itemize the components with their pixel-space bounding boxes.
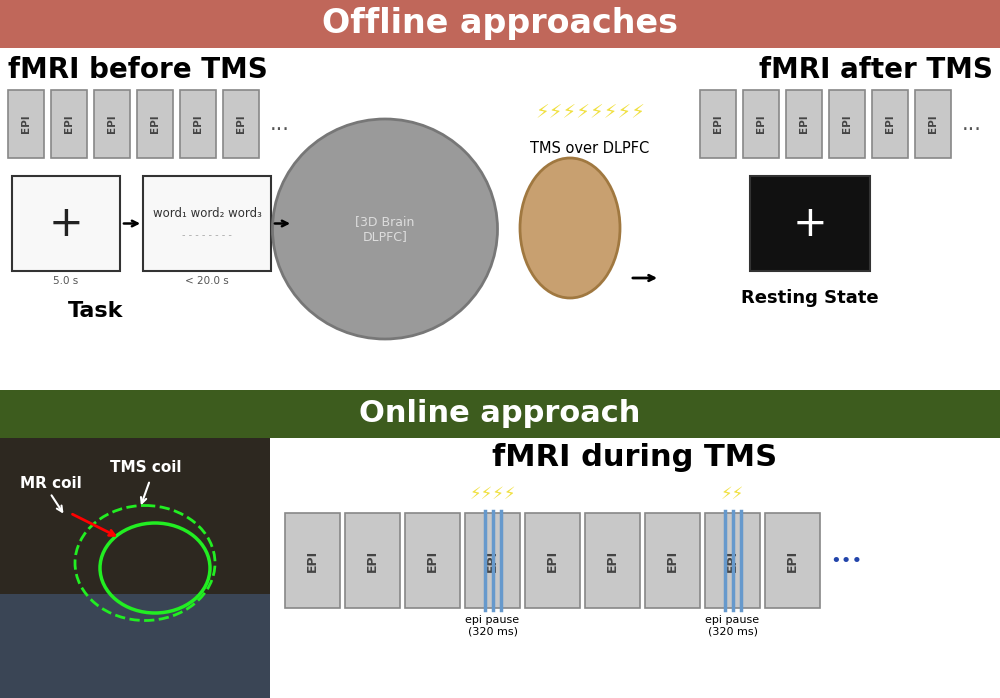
Text: EPI: EPI <box>107 114 117 133</box>
Text: EPI: EPI <box>546 549 559 572</box>
Bar <box>345 513 400 608</box>
Text: TMS coil: TMS coil <box>110 461 182 475</box>
Bar <box>180 90 216 158</box>
Text: +: + <box>49 202 83 244</box>
Text: epi pause
(320 ms): epi pause (320 ms) <box>705 615 760 637</box>
Bar <box>143 176 271 271</box>
Text: fMRI during TMS: fMRI during TMS <box>492 443 778 472</box>
Text: word₁ word₂ word₃: word₁ word₂ word₃ <box>153 207 261 220</box>
Text: EPI: EPI <box>799 114 809 133</box>
Bar <box>405 513 460 608</box>
Bar <box>8 90 44 158</box>
Text: ...: ... <box>962 114 982 134</box>
Text: ⚡⚡: ⚡⚡ <box>721 485 744 503</box>
Bar <box>750 176 870 271</box>
Bar <box>285 513 340 608</box>
Bar <box>700 90 736 158</box>
Bar <box>465 513 520 608</box>
Text: Resting State: Resting State <box>741 289 879 307</box>
Text: ⚡⚡⚡⚡⚡⚡⚡⚡: ⚡⚡⚡⚡⚡⚡⚡⚡ <box>535 103 645 122</box>
Text: epi pause
(320 ms): epi pause (320 ms) <box>465 615 520 637</box>
Text: EPI: EPI <box>885 114 895 133</box>
Text: EPI: EPI <box>606 549 619 572</box>
Text: fMRI before TMS: fMRI before TMS <box>8 56 268 84</box>
Text: EPI: EPI <box>726 549 739 572</box>
Bar <box>525 513 580 608</box>
Text: < 20.0 s: < 20.0 s <box>185 276 229 286</box>
Bar <box>0 438 270 698</box>
Ellipse shape <box>272 119 498 339</box>
Bar <box>786 90 822 158</box>
Text: Task: Task <box>68 301 124 321</box>
Bar <box>12 176 120 271</box>
Text: EPI: EPI <box>236 114 246 133</box>
Text: EPI: EPI <box>150 114 160 133</box>
Text: EPI: EPI <box>786 549 799 572</box>
Text: - - - - - - - -: - - - - - - - - <box>182 230 232 241</box>
Bar <box>645 513 700 608</box>
Bar <box>223 90 259 158</box>
Text: EPI: EPI <box>713 114 723 133</box>
Text: EPI: EPI <box>928 114 938 133</box>
Bar <box>137 90 173 158</box>
Bar <box>0 390 1000 438</box>
Text: EPI: EPI <box>666 549 679 572</box>
Text: ...: ... <box>270 114 290 134</box>
Ellipse shape <box>520 158 620 298</box>
Bar <box>0 438 270 594</box>
Bar <box>0 594 270 698</box>
Text: EPI: EPI <box>756 114 766 133</box>
Text: 5.0 s: 5.0 s <box>53 276 79 286</box>
Text: •••: ••• <box>830 551 862 570</box>
Text: EPI: EPI <box>426 549 439 572</box>
Bar <box>585 513 640 608</box>
Text: TMS over DLPFC: TMS over DLPFC <box>530 141 650 156</box>
Bar <box>705 513 760 608</box>
Bar <box>0 0 1000 48</box>
Text: EPI: EPI <box>193 114 203 133</box>
Text: +: + <box>793 202 827 244</box>
Text: Online approach: Online approach <box>359 399 641 429</box>
Bar <box>51 90 87 158</box>
Bar <box>0 48 1000 390</box>
Text: EPI: EPI <box>486 549 499 572</box>
Text: EPI: EPI <box>842 114 852 133</box>
Text: [3D Brain
DLPFC]: [3D Brain DLPFC] <box>355 215 415 243</box>
Text: MR coil: MR coil <box>20 475 82 491</box>
Text: EPI: EPI <box>21 114 31 133</box>
Text: fMRI after TMS: fMRI after TMS <box>759 56 993 84</box>
Bar <box>829 90 865 158</box>
Bar <box>743 90 779 158</box>
Text: ⚡⚡⚡⚡: ⚡⚡⚡⚡ <box>469 485 516 503</box>
Text: Offline approaches: Offline approaches <box>322 8 678 40</box>
Text: EPI: EPI <box>306 549 319 572</box>
Bar <box>765 513 820 608</box>
Text: EPI: EPI <box>366 549 379 572</box>
Bar <box>94 90 130 158</box>
Bar <box>872 90 908 158</box>
Text: EPI: EPI <box>64 114 74 133</box>
Bar <box>915 90 951 158</box>
